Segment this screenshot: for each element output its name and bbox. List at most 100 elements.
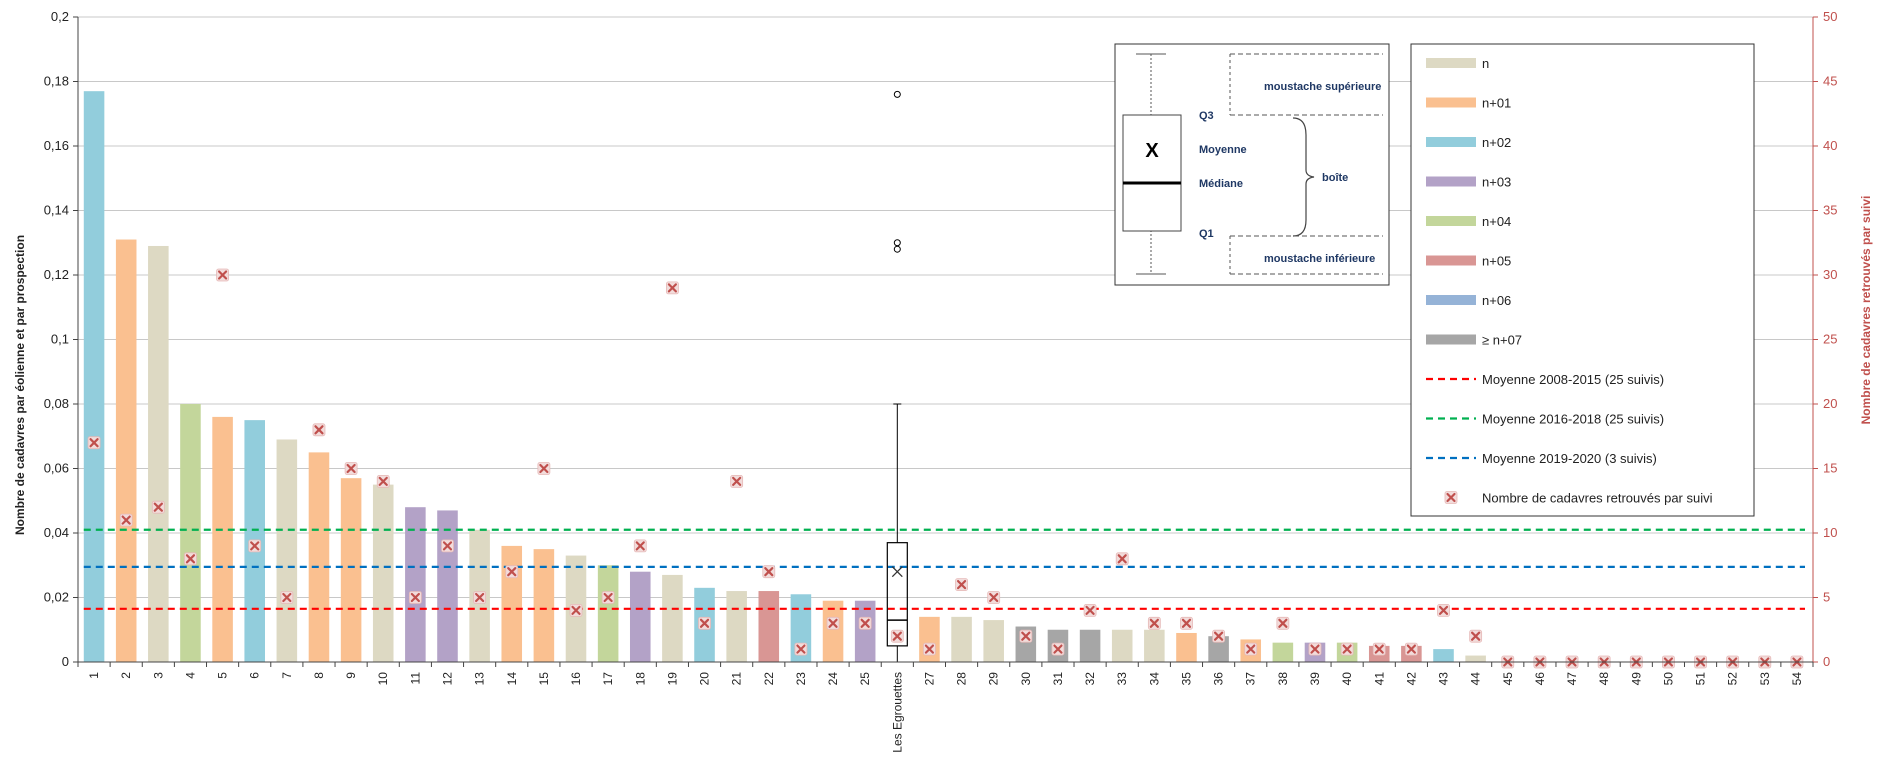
bar [1465,655,1486,662]
x-tick-label: 9 [344,672,358,679]
x-tick-label: 40 [1340,672,1354,686]
cadaver-marker [1340,642,1354,656]
cadaver-marker [665,281,679,295]
y-axis-title: Nombre de cadavres par éolienne et par p… [13,235,27,535]
cadaver-marker [601,591,615,604]
x-tick-label: 52 [1726,672,1740,686]
boxplot [886,90,908,662]
x-tick-label: 35 [1179,672,1193,686]
x-tick-label: 32 [1083,672,1097,686]
cadaver-marker [1308,642,1322,656]
y-tick-label: 0,04 [44,525,69,540]
bar [726,591,747,662]
legend-swatch [1426,97,1476,108]
x-tick-label: 24 [826,672,840,686]
cadaver-marker [890,629,904,643]
bar [405,507,426,662]
x-tick-label: 42 [1404,672,1418,686]
cadaver-marker [1444,491,1458,504]
cadaver-marker [1180,616,1193,630]
y-tick-label: 0,2 [51,9,69,24]
cadaver-marker [1051,642,1065,656]
cadaver-marker [408,591,422,604]
boxplot-key: X Q3 Moyenne Médiane Q1 boîte moustache … [1114,43,1390,286]
boxplot-outlier [893,245,901,253]
y-tick-label: 0,18 [44,74,69,89]
cadaver-marker [537,462,551,475]
bar [629,571,651,662]
cadaver-marker [344,462,358,475]
x-tick-label: 31 [1051,672,1065,686]
key-box-brace [1292,117,1315,237]
boxplot-box [886,542,908,647]
y-tick-label: 0,06 [44,461,69,476]
y-tick-label: 0,02 [44,590,69,605]
bar [501,545,523,662]
x-tick-label: 48 [1597,672,1611,686]
legend-label: n+03 [1482,175,1511,190]
legend-frame [1410,43,1755,517]
x-tick-label: 30 [1019,672,1033,686]
cadaver-marker [1212,629,1226,643]
x-tick-label: 18 [633,672,647,686]
boxplot-mean [891,566,903,578]
key-median-label: Médiane [1199,178,1243,190]
cadaver-marker [280,591,294,604]
cadaver-marker [119,513,133,527]
cadaver-marker [312,423,326,437]
cadaver-marker [826,616,840,630]
x-tick-label: 38 [1276,672,1290,686]
cadaver-marker [1115,552,1129,566]
legend-swatch [1426,216,1476,226]
bar [115,239,137,662]
x-tick-label: 37 [1244,672,1258,686]
y2-tick-label: 25 [1823,332,1837,347]
y-tick-label: 0 [62,654,69,669]
x-tick-label: 2 [119,672,133,679]
x-tick-label: 1 [87,672,101,679]
key-mean-symbol: X [1145,140,1159,162]
legend-swatch [1426,255,1476,266]
bar [212,416,233,662]
y2-tick-label: 35 [1823,203,1837,218]
legend-label: n+05 [1482,254,1511,269]
x-tick-label: 34 [1147,672,1161,686]
bar [1144,629,1165,662]
x-tick-label: 43 [1437,672,1451,686]
y2-tick-label: 20 [1823,396,1837,411]
legend-label: n [1482,56,1489,71]
legend-swatch [1426,295,1476,305]
x-tick-label: 25 [858,672,872,686]
x-tick-label: 45 [1501,672,1515,686]
x-tick-label: 6 [248,672,262,679]
bar [662,574,683,662]
bar [597,565,619,662]
cadaver-marker [1469,629,1483,643]
y-tick-label: 0,08 [44,396,69,411]
cadaver-markers [87,268,1804,669]
x-tick-label: 54 [1790,672,1804,686]
x-tick-label: 20 [698,672,712,686]
x-tick-label: 53 [1758,672,1772,686]
key-q1-label: Q1 [1199,228,1214,240]
legend-label: n+02 [1482,135,1511,150]
cadaver-marker [1437,604,1450,617]
legend: n n+01 n+02 n+03 n+04 n+05 n+06 ≥ n+07 Moyenne 2… [1410,43,1755,517]
y2-tick-label: 40 [1823,138,1837,153]
bar [1111,629,1133,662]
x-tick-label: Les Egrouettes [890,672,904,753]
x-tick-label: 7 [280,672,294,679]
x-tick-label: 15 [537,672,551,686]
y2-tick-label: 15 [1823,461,1837,476]
bars [83,91,1486,663]
cadaver-marker [569,604,583,617]
x-tick-label: 19 [665,672,679,686]
y2-tick-label: 0 [1823,654,1830,669]
bar [1272,642,1294,662]
x-tick-label: 13 [473,672,487,686]
x-tick-label: 36 [1212,672,1226,686]
y2-tick-label: 30 [1823,267,1837,282]
x-tick-label: 14 [505,672,519,686]
y2-axis-ticks: 0 5 10 15 20 25 30 35 40 45 50 [1813,9,1837,669]
